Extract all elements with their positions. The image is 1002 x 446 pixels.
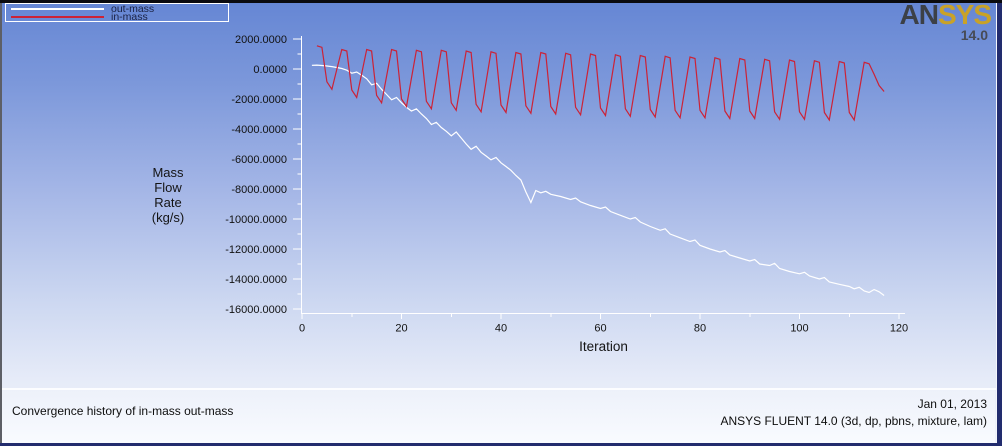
window-border-right — [996, 0, 1002, 446]
footer-right-block: Jan 01, 2013 ANSYS FLUENT 14.0 (3d, dp, … — [720, 396, 987, 430]
svg-text:100: 100 — [790, 323, 808, 335]
svg-text:-2000.0000: -2000.0000 — [231, 94, 287, 106]
legend-item-in-mass: in-mass — [11, 11, 228, 23]
svg-text:-16000.0000: -16000.0000 — [225, 304, 287, 316]
legend-label-in-mass: in-mass — [111, 11, 148, 23]
legend-line-sample-in-mass — [11, 16, 104, 18]
window-border-left — [0, 0, 2, 446]
svg-text:-12000.0000: -12000.0000 — [225, 244, 287, 256]
svg-text:2000.0000: 2000.0000 — [235, 34, 287, 46]
x-axis-title: Iteration — [579, 339, 628, 354]
ansys-logo: ANSYS 14.0 — [899, 0, 992, 43]
chart-caption: Convergence history of in-mass out-mass — [12, 404, 234, 418]
svg-text:-14000.0000: -14000.0000 — [225, 274, 287, 286]
ansys-logo-gold-text: SYS — [937, 0, 992, 30]
svg-text:0: 0 — [299, 323, 305, 335]
footer-date: Jan 01, 2013 — [917, 397, 987, 411]
ansys-logo-wordmark: ANSYS — [899, 0, 992, 30]
chart-canvas: 2000.0000 0.0000 -2000.0000 -4000.0000 -6000… — [225, 34, 908, 335]
legend-item-out-mass: out-mass — [11, 3, 228, 15]
svg-text:40: 40 — [495, 323, 507, 335]
chart-legend: out-mass in-mass — [5, 3, 229, 22]
legend-label-out-mass: out-mass — [111, 3, 155, 15]
svg-text:120: 120 — [890, 323, 908, 335]
ansys-version-label: 14.0 — [960, 27, 988, 43]
ansys-logo-dark-text: AN — [899, 0, 939, 30]
svg-text:-6000.0000: -6000.0000 — [231, 154, 287, 166]
svg-text:80: 80 — [694, 323, 706, 335]
y-axis-title-line: (kg/s) — [151, 210, 185, 225]
legend-line-sample-out-mass — [11, 8, 104, 10]
svg-text:20: 20 — [395, 323, 407, 335]
svg-text:-10000.0000: -10000.0000 — [225, 214, 287, 226]
window-border-top — [0, 0, 1002, 3]
svg-text:60: 60 — [594, 323, 606, 335]
svg-text:-8000.0000: -8000.0000 — [231, 184, 287, 196]
svg-text:-4000.0000: -4000.0000 — [231, 124, 287, 136]
window-border-bottom — [0, 443, 1002, 446]
footer-separator-line — [2, 388, 996, 390]
footer-app-info: ANSYS FLUENT 14.0 (3d, dp, pbns, mixture… — [720, 414, 987, 428]
y-axis-title-line: Flow — [154, 180, 182, 195]
footer-bar: Convergence history of in-mass out-mass … — [2, 390, 995, 443]
y-axis-title-line: Rate — [154, 195, 182, 210]
y-axis-title: Mass Flow Rate (kg/s) — [118, 165, 218, 225]
svg-text:0.0000: 0.0000 — [253, 64, 287, 76]
y-axis-title-line: Mass — [152, 165, 184, 180]
